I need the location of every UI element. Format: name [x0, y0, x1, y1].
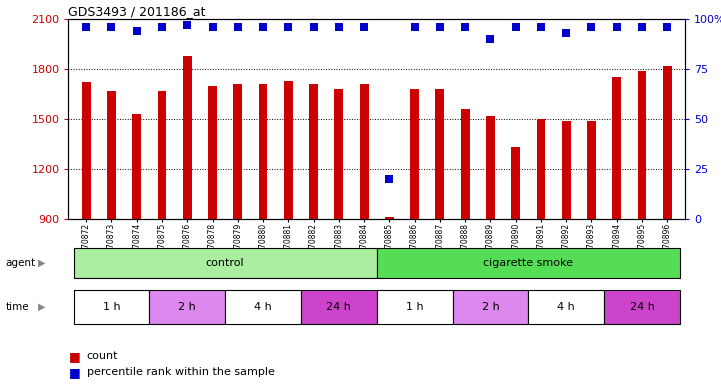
- Bar: [158, 91, 167, 219]
- Text: agent: agent: [6, 258, 36, 268]
- Text: cigarette smoke: cigarette smoke: [483, 258, 573, 268]
- Point: [560, 30, 572, 36]
- Text: ▶: ▶: [37, 302, 45, 312]
- Bar: [536, 119, 545, 219]
- Bar: [663, 66, 672, 219]
- Bar: [284, 81, 293, 219]
- Bar: [562, 121, 570, 219]
- Point: [434, 24, 446, 30]
- Text: ▶: ▶: [37, 258, 45, 268]
- Point: [156, 24, 168, 30]
- Point: [636, 24, 647, 30]
- Bar: [335, 89, 343, 219]
- Point: [182, 22, 193, 28]
- Text: control: control: [205, 258, 244, 268]
- Point: [661, 24, 673, 30]
- Point: [308, 24, 319, 30]
- Point: [485, 36, 496, 42]
- Bar: [132, 114, 141, 219]
- Text: 1 h: 1 h: [102, 302, 120, 312]
- Bar: [410, 89, 419, 219]
- Text: 2 h: 2 h: [482, 302, 499, 312]
- Point: [409, 24, 420, 30]
- Bar: [234, 84, 242, 219]
- Bar: [81, 83, 91, 219]
- Point: [131, 28, 143, 34]
- Point: [585, 24, 597, 30]
- Bar: [486, 116, 495, 219]
- Bar: [208, 86, 217, 219]
- Point: [510, 24, 521, 30]
- Text: ■: ■: [68, 350, 80, 363]
- Bar: [511, 147, 520, 219]
- Text: percentile rank within the sample: percentile rank within the sample: [87, 367, 275, 377]
- Bar: [385, 217, 394, 219]
- Bar: [587, 121, 596, 219]
- Point: [106, 24, 118, 30]
- Text: time: time: [6, 302, 30, 312]
- Text: 1 h: 1 h: [406, 302, 423, 312]
- Text: 24 h: 24 h: [327, 302, 351, 312]
- Text: 4 h: 4 h: [557, 302, 575, 312]
- Point: [611, 24, 622, 30]
- Bar: [107, 91, 116, 219]
- Bar: [612, 78, 622, 219]
- Bar: [259, 84, 267, 219]
- Point: [358, 24, 370, 30]
- Bar: [360, 84, 368, 219]
- Point: [283, 24, 294, 30]
- Bar: [183, 56, 192, 219]
- Point: [459, 24, 471, 30]
- Text: ■: ■: [68, 366, 80, 379]
- Bar: [309, 84, 318, 219]
- Point: [81, 24, 92, 30]
- Point: [257, 24, 269, 30]
- Bar: [435, 89, 444, 219]
- Point: [207, 24, 218, 30]
- Text: 2 h: 2 h: [178, 302, 196, 312]
- Point: [333, 24, 345, 30]
- Bar: [461, 109, 469, 219]
- Text: 24 h: 24 h: [629, 302, 655, 312]
- Text: count: count: [87, 351, 118, 361]
- Bar: [637, 71, 647, 219]
- Text: 4 h: 4 h: [255, 302, 272, 312]
- Point: [384, 176, 395, 182]
- Point: [535, 24, 547, 30]
- Point: [232, 24, 244, 30]
- Text: GDS3493 / 201186_at: GDS3493 / 201186_at: [68, 5, 206, 18]
